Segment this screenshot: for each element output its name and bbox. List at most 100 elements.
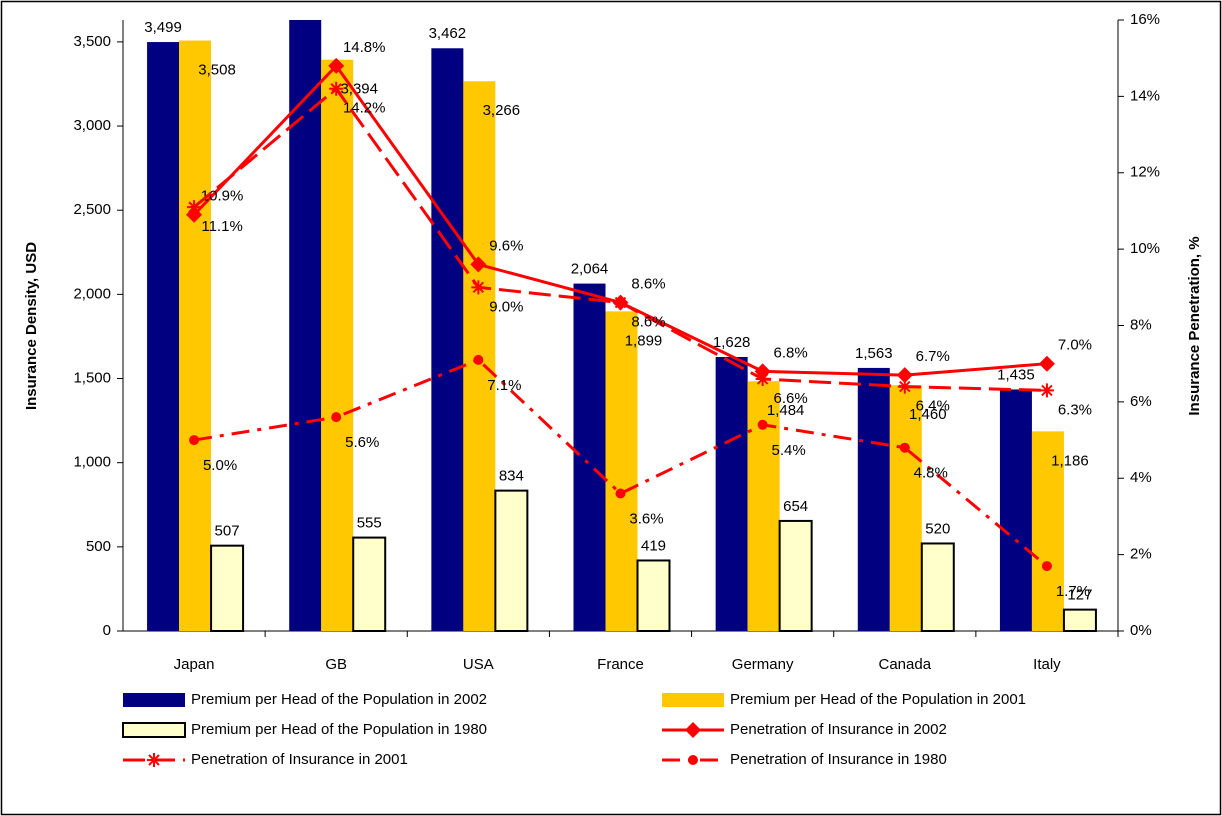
line-value-label: 9.6%: [489, 237, 523, 254]
bar: [573, 283, 606, 631]
y2-axis-title: Insurance Penetration, %: [1186, 236, 1203, 415]
legend-label: Premium per Head of the Population in 20…: [191, 691, 487, 708]
y2-tick-label: 4%: [1130, 469, 1152, 486]
line-value-label: 6.4%: [916, 398, 950, 415]
legend-label: Premium per Head of the Population in 20…: [730, 691, 1026, 708]
y-tick-label: 1,500: [73, 369, 111, 386]
legend-marker: [688, 755, 698, 765]
bar-value-label: 3,499: [144, 19, 182, 36]
y2-tick-label: 16%: [1130, 11, 1160, 28]
bar: [147, 42, 180, 631]
point-marker: [755, 371, 770, 386]
bar: [179, 40, 212, 632]
y2-tick-label: 2%: [1130, 546, 1152, 563]
bar: [1062, 608, 1097, 632]
bar: [857, 367, 890, 631]
x-tick-label: Italy: [1033, 656, 1061, 673]
point-marker: [899, 442, 910, 453]
bar: [920, 542, 955, 632]
line-value-label: 10.9%: [201, 188, 244, 205]
bar: [889, 385, 922, 631]
point-marker: [615, 488, 626, 499]
point-marker: [1039, 383, 1054, 398]
line-value-label: 4.8%: [914, 465, 948, 482]
bar-value-label: 1,484: [767, 402, 805, 419]
bar-value-label: 419: [641, 537, 666, 554]
line-value-label: 8.6%: [631, 276, 665, 293]
line-value-label: 6.3%: [1058, 401, 1092, 418]
point-marker: [470, 256, 487, 273]
line-value-label: 6.7%: [916, 348, 950, 365]
bar-value-label: 1,563: [855, 345, 893, 362]
point-marker: [473, 354, 484, 365]
point-marker: [1041, 561, 1052, 572]
y-tick-label: 0: [103, 622, 111, 639]
bar: [778, 519, 813, 632]
y-tick-label: 2,000: [73, 285, 111, 302]
line-value-label: 7.0%: [1058, 337, 1092, 354]
bar-value-label: 3,266: [483, 102, 521, 119]
point-marker: [613, 295, 628, 310]
line-value-label: 8.6%: [631, 314, 665, 331]
line-value-label: 6.8%: [774, 344, 808, 361]
bar-value-label: 1,186: [1051, 452, 1089, 469]
y2-tick-label: 6%: [1130, 393, 1152, 410]
legend-label: Premium per Head of the Population in 19…: [191, 721, 487, 738]
legend-label: Penetration of Insurance in 1980: [730, 751, 947, 768]
line-value-label: 1.7%: [1056, 583, 1090, 600]
x-tick-label: Germany: [732, 656, 794, 673]
bar: [321, 59, 354, 632]
point-marker: [896, 367, 913, 384]
bar: [715, 356, 748, 631]
y-axis-title: Insurance Density, USD: [23, 242, 40, 410]
line-value-label: 7.1%: [487, 377, 521, 394]
point-marker: [187, 200, 202, 215]
line-value-label: 5.6%: [345, 434, 379, 451]
bar-value-label: 654: [783, 498, 808, 515]
point-marker: [1038, 355, 1055, 372]
legend-label: Penetration of Insurance in 2001: [191, 751, 408, 768]
bar-value-label: 3,508: [198, 62, 236, 79]
bar-value-label: 3,462: [429, 25, 467, 42]
legend-swatch: [122, 722, 186, 738]
bar: [605, 311, 638, 631]
bar: [494, 489, 529, 632]
legend-marker: [147, 753, 161, 767]
line-value-label: 9.0%: [489, 298, 523, 315]
bar-value-label: 127: [1067, 587, 1092, 604]
y2-tick-label: 14%: [1130, 87, 1160, 104]
x-tick-label: Japan: [174, 656, 215, 673]
x-tick-label: GB: [325, 656, 347, 673]
y2-tick-label: 12%: [1130, 164, 1160, 181]
y-tick-label: 3,500: [73, 33, 111, 50]
point-marker: [757, 419, 768, 430]
x-tick-label: Canada: [879, 656, 932, 673]
bar: [210, 544, 245, 632]
x-tick-label: USA: [463, 656, 494, 673]
y-tick-label: 1,000: [73, 454, 111, 471]
point-marker: [329, 81, 344, 96]
line-value-label: 3.6%: [629, 510, 663, 527]
y2-tick-label: 0%: [1130, 622, 1152, 639]
bar-value-label: 520: [925, 520, 950, 537]
legend-swatch: [662, 693, 724, 707]
bar: [636, 559, 671, 633]
bar: [1031, 431, 1064, 631]
line-value-label: 14.8%: [343, 39, 386, 56]
point-marker: [897, 379, 912, 394]
y2-tick-label: 10%: [1130, 240, 1160, 257]
legend-swatch: [123, 693, 185, 707]
point-marker: [471, 280, 486, 295]
point-marker: [328, 57, 345, 74]
bar-value-label: 2,064: [571, 261, 609, 278]
line-value-label: 5.0%: [203, 457, 237, 474]
y-tick-label: 3,000: [73, 117, 111, 134]
bar-value-label: 3,394: [340, 81, 378, 98]
bar: [431, 48, 464, 631]
point-marker: [189, 435, 200, 446]
line-value-label: 6.6%: [774, 390, 808, 407]
bar-value-label: 1,435: [997, 366, 1035, 383]
bar-value-label: 1,628: [713, 334, 751, 351]
line-value-label: 5.4%: [772, 442, 806, 459]
